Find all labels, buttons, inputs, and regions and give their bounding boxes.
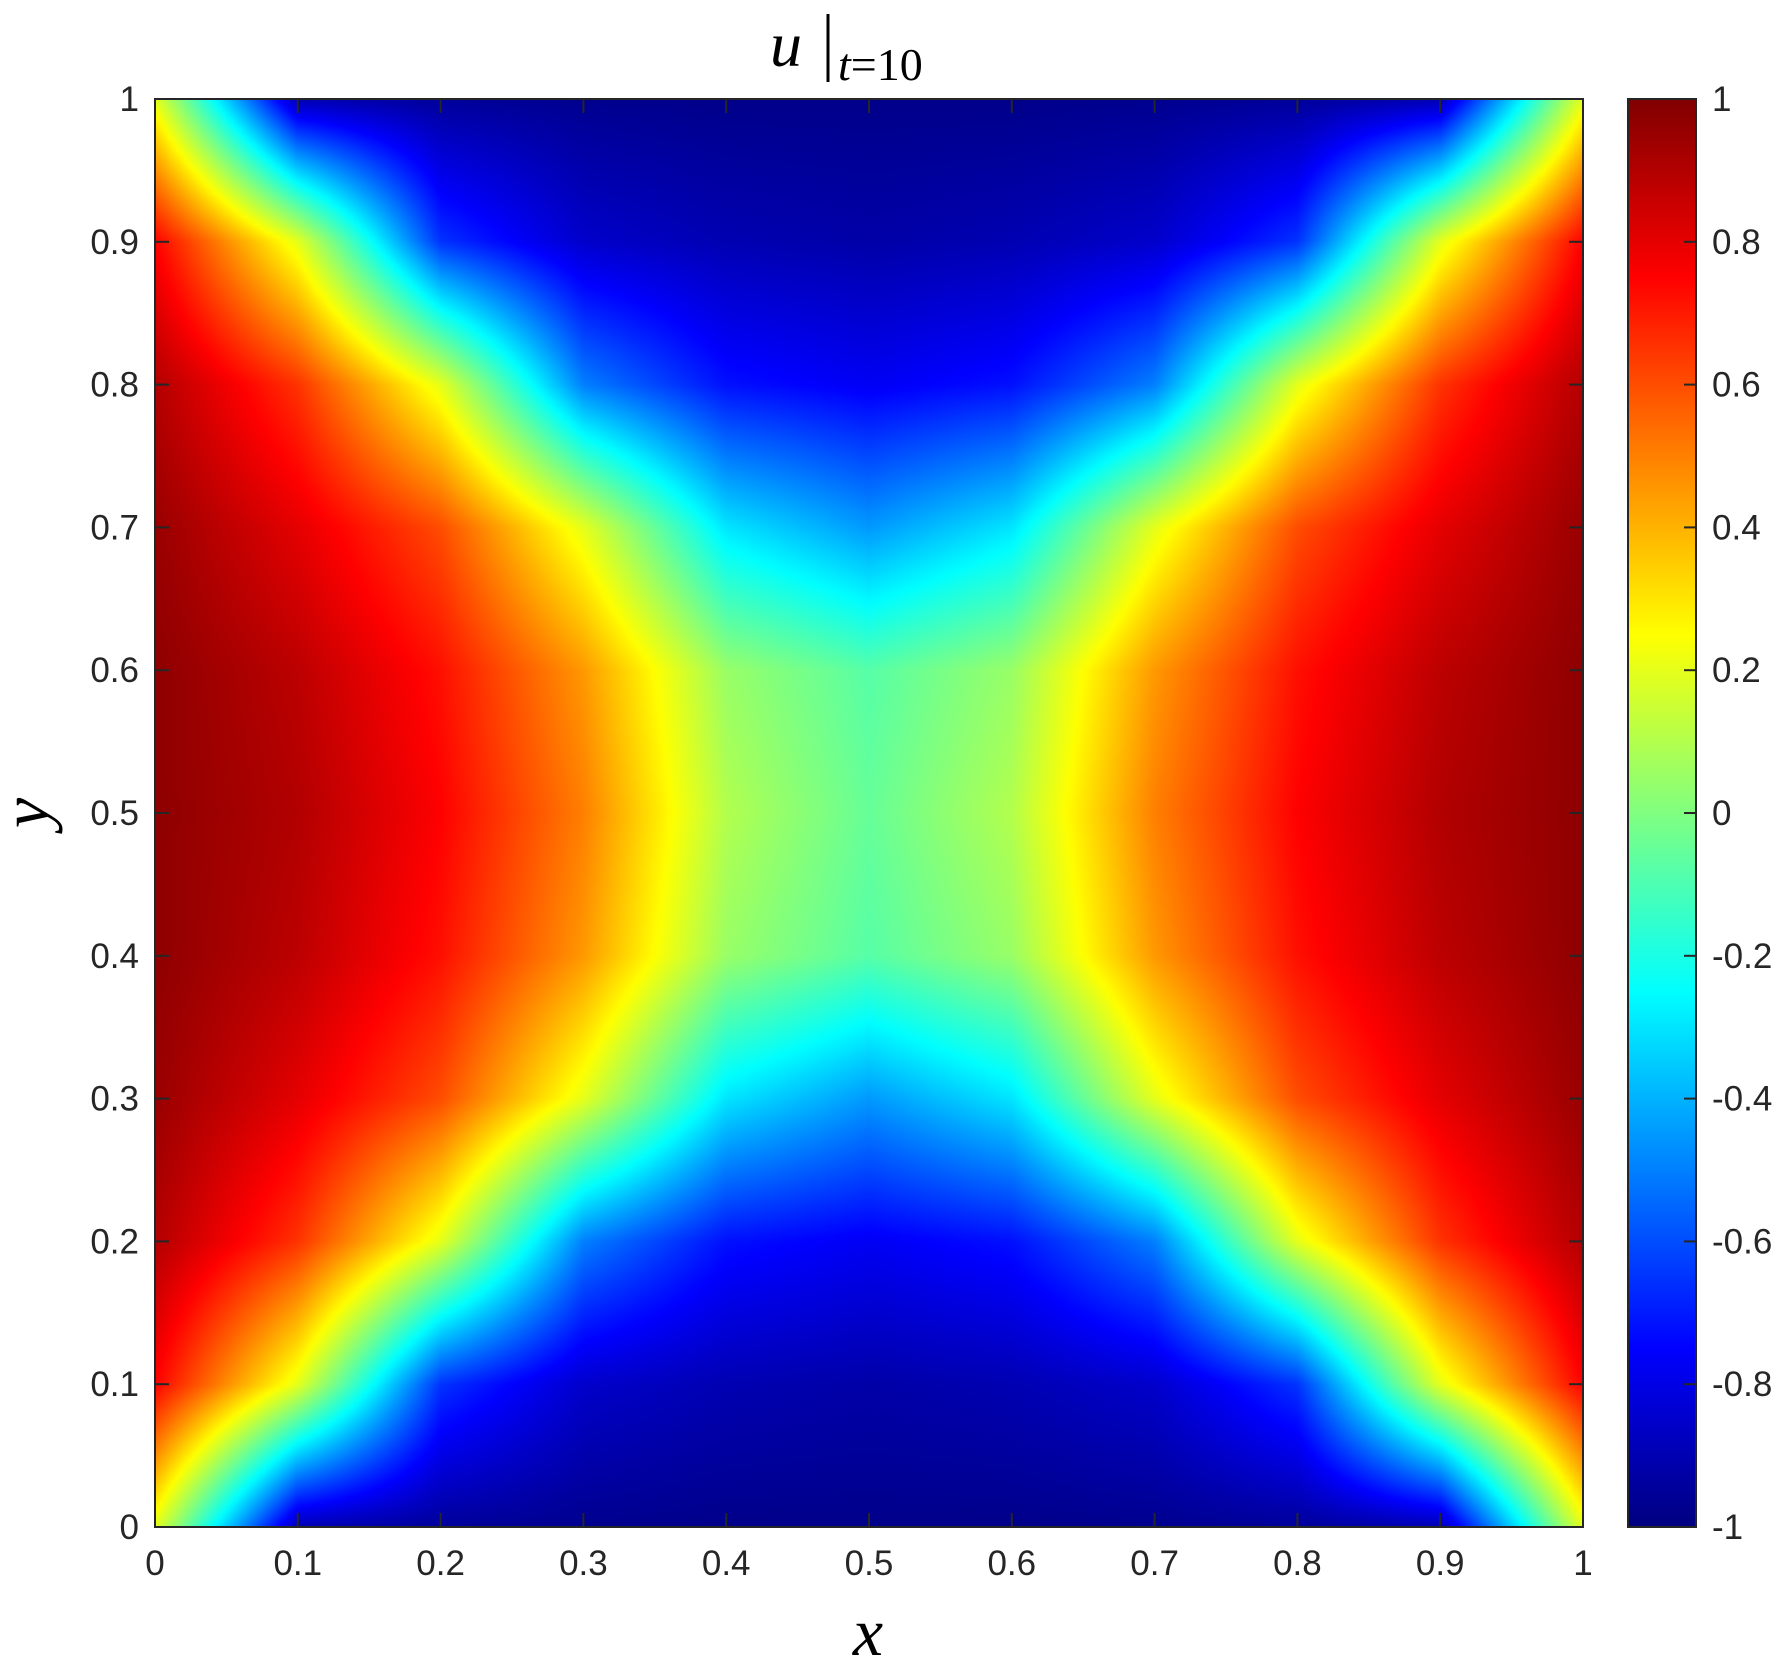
x-tick-label: 0.7: [1130, 1544, 1179, 1583]
x-tick-label: 0.8: [1273, 1544, 1322, 1583]
colorbar-ticks: -1 -0.8 -0.6 -0.4 -0.2 0 0.2 0.4 0.6 0.8 1: [1684, 80, 1772, 1547]
colorbar-tick-label: 0.6: [1712, 366, 1761, 405]
colorbar-tick-label: -0.2: [1712, 937, 1772, 976]
y-tick-label: 0.2: [90, 1222, 139, 1261]
x-tick-label: 0.2: [416, 1544, 465, 1583]
title-subscript: t=10: [838, 39, 923, 90]
x-axis-label: x: [852, 1594, 883, 1669]
y-axis-label: y: [0, 797, 63, 834]
colorbar-tick-label: -0.8: [1712, 1365, 1772, 1404]
x-tick-label: 0.4: [702, 1544, 751, 1583]
x-axis-ticks: 0 0.1 0.2 0.3 0.4 0.5 0.6 0.7 0.8 0.9 1: [145, 99, 1593, 1583]
chart-title: u t=10: [770, 9, 923, 90]
y-tick-label: 0.4: [90, 937, 139, 976]
x-tick-label: 0.6: [987, 1544, 1036, 1583]
y-tick-label: 0.9: [90, 223, 139, 262]
y-tick-label: 1: [120, 80, 139, 119]
x-tick-label: 0.1: [273, 1544, 322, 1583]
heatmap-image: [155, 99, 1583, 1527]
y-tick-label: 0.6: [90, 651, 139, 690]
y-tick-label: 0.3: [90, 1080, 139, 1119]
colorbar-tick-label: 0.4: [1712, 508, 1761, 547]
title-subscript-eq: =: [851, 39, 877, 90]
x-tick-label: 0: [145, 1544, 164, 1583]
colorbar: -1 -0.8 -0.6 -0.4 -0.2 0 0.2 0.4 0.6 0.8 1: [1627, 80, 1772, 1547]
title-main: u: [770, 9, 802, 80]
x-tick-label: 0.3: [559, 1544, 608, 1583]
y-axis-ticks: 0 0.1 0.2 0.3 0.4 0.5 0.6 0.7 0.8 0.9 1: [90, 80, 1583, 1547]
colorbar-tick-label: -1: [1712, 1508, 1743, 1547]
colorbar-tick-label: 0: [1712, 794, 1731, 833]
x-tick-label: 0.5: [845, 1544, 894, 1583]
colorbar-tick-label: 0.2: [1712, 651, 1761, 690]
y-tick-label: 0: [120, 1508, 139, 1547]
x-tick-label: 1: [1573, 1544, 1592, 1583]
title-subscript-val: 10: [877, 39, 923, 90]
y-tick-label: 0.7: [90, 508, 139, 547]
y-tick-label: 0.8: [90, 366, 139, 405]
plot-area: [154, 98, 1584, 1528]
heatmap-image-container: [155, 99, 1583, 1527]
title-subscript-var: t: [838, 39, 852, 90]
y-tick-label: 0.5: [90, 794, 139, 833]
y-tick-label: 0.1: [90, 1365, 139, 1404]
x-tick-label: 0.9: [1416, 1544, 1465, 1583]
colorbar-tick-label: 0.8: [1712, 223, 1761, 262]
colorbar-tick-label: -0.4: [1712, 1080, 1772, 1119]
colorbar-tick-label: -0.6: [1712, 1222, 1772, 1261]
colorbar-tick-label: 1: [1712, 80, 1731, 119]
